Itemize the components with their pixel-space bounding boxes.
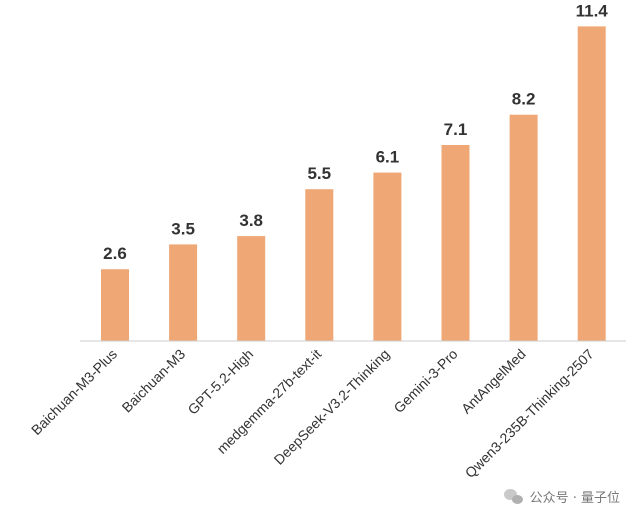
bar-1	[101, 269, 129, 341]
bar-4	[305, 189, 334, 341]
x-tick-label-7: AntAngelMed	[458, 346, 529, 417]
x-tick-labels-layer: Baichuan-M3-PlusBaichuan-M3GPT-5.2-Highm…	[28, 346, 597, 481]
value-label-3: 3.8	[239, 211, 263, 230]
bar-7	[509, 114, 538, 341]
x-tick-label-5: DeepSeek-V3.2-Thinking	[271, 346, 393, 468]
x-tick-label-3: GPT-5.2-High	[184, 346, 256, 418]
value-label-5: 6.1	[376, 148, 400, 167]
bar-5	[373, 172, 402, 341]
bar-2	[169, 244, 198, 341]
value-label-6: 7.1	[444, 120, 468, 139]
wechat-icon	[503, 488, 524, 505]
bars-layer	[101, 26, 606, 342]
x-tick-label-1: Baichuan-M3-Plus	[28, 346, 120, 438]
bar-3	[237, 236, 266, 341]
value-label-2: 3.5	[171, 219, 195, 238]
bar-8	[577, 26, 606, 342]
x-tick-label-8: Qwen3-235B-Thinking-2507	[462, 346, 597, 481]
watermark-text: 公众号 · 量子位	[529, 491, 620, 506]
value-label-4: 5.5	[307, 164, 331, 183]
x-tick-label-6: Gemini-3-Pro	[390, 346, 460, 416]
value-labels-layer: 2.6 3.5 3.8 5.5 6.1 7.1 8.2 11.4	[103, 1, 608, 263]
value-label-7: 8.2	[512, 90, 536, 109]
watermark: 公众号 · 量子位	[503, 487, 620, 506]
x-tick-label-2: Baichuan-M3	[119, 346, 189, 416]
bar-6	[441, 145, 470, 341]
value-label-8: 11.4	[576, 1, 609, 20]
value-label-1: 2.6	[103, 244, 127, 263]
